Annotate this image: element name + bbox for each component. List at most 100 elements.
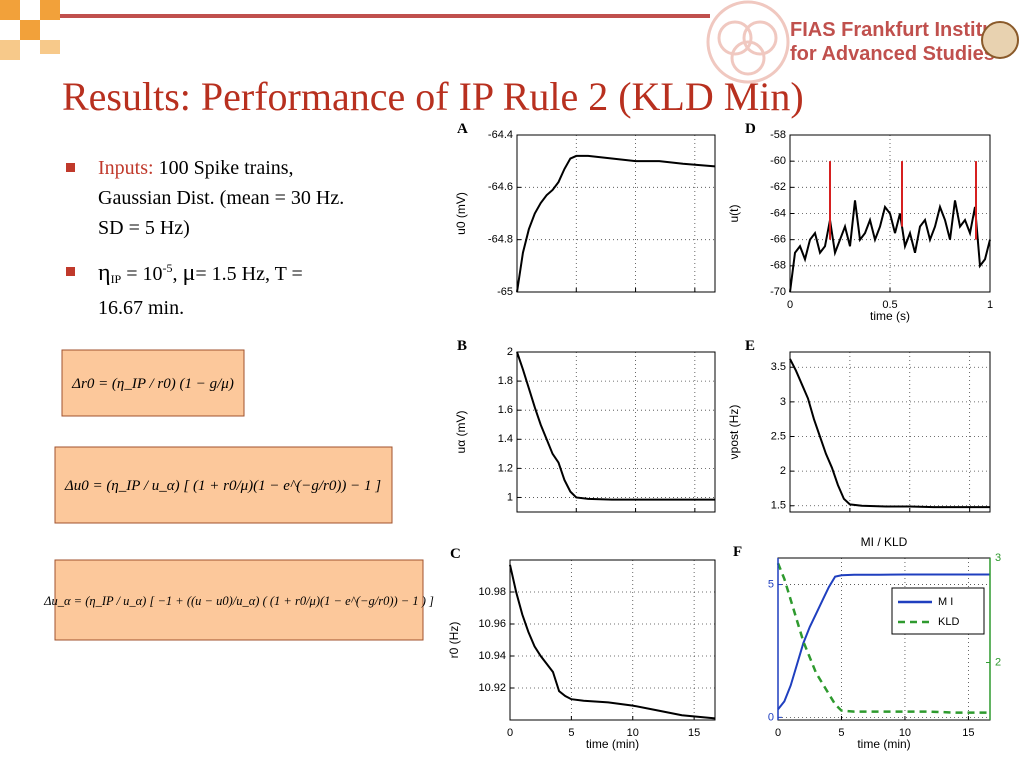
plot-area [517, 135, 715, 292]
x-tick-label: 0.5 [882, 299, 897, 311]
y-axis-label: νpost (Hz) [727, 405, 741, 460]
axes-frame [516, 134, 716, 293]
legend-label: M I [938, 596, 953, 608]
x-tick-label: 0 [787, 299, 793, 311]
logo-text: for Advanced Studies [790, 43, 995, 65]
x-tick-label: 5 [838, 727, 844, 739]
legend-box [891, 587, 985, 635]
x-axis-label: time (s) [870, 309, 910, 323]
series-line [516, 154, 716, 293]
y-tick-label: -58 [770, 129, 786, 141]
bullet-marker [66, 267, 75, 276]
y-axis-label: u(t) [727, 204, 741, 222]
bullet-lead: Inputs: [98, 157, 154, 179]
series-line [516, 351, 715, 501]
y-tick-label: -64 [770, 207, 786, 219]
series-line [829, 161, 977, 240]
bullet-line: 16.67 min. [98, 297, 184, 319]
text: = 10 [121, 263, 162, 285]
superscript: -5 [163, 261, 173, 275]
x-tick-label: 15 [962, 727, 974, 739]
bullet-text: ηIP = 10-5, μ= 1.5 Hz, T = [98, 260, 303, 286]
y-tick-label: 1.4 [498, 433, 513, 445]
text: , [173, 263, 183, 285]
y-tick-label: -64.6 [488, 181, 513, 193]
y-tick-label: -66 [770, 234, 786, 246]
y-tick-label: -65 [497, 286, 513, 298]
panel-label: C [450, 546, 461, 562]
equation-box [54, 559, 424, 641]
y2-tick-label: 3 [995, 552, 1001, 564]
chart-title: MI / KLD [861, 535, 908, 549]
panel-label: E [745, 338, 755, 354]
bullet-marker [66, 163, 75, 172]
y-tick-label: 1 [507, 491, 513, 503]
y-tick-label: 1.5 [771, 500, 786, 512]
equation-box [61, 349, 245, 417]
axes-frame [516, 351, 716, 513]
y-axis-label: r0 (Hz) [447, 622, 461, 659]
series-line [776, 562, 990, 714]
x-tick-label: 15 [688, 727, 700, 739]
y-tick-label: 10.94 [478, 650, 506, 662]
x-axis-label: time (min) [857, 737, 910, 751]
y-tick-label: 1.6 [498, 404, 513, 416]
panel-label: F [733, 544, 742, 560]
y-tick-label: 5 [768, 578, 774, 590]
y-axis-label: uα (mV) [454, 411, 468, 454]
y-tick-label: -70 [770, 286, 786, 298]
series-line [789, 200, 991, 293]
logo-text: FIAS Frankfurt Institute [790, 19, 1012, 41]
y-tick-label: 10.92 [478, 682, 506, 694]
decoration [0, 0, 710, 60]
y-tick-label: 2.5 [771, 430, 786, 442]
y-tick-label: -64.8 [488, 234, 513, 246]
plot-area [778, 558, 990, 720]
y-tick-label: 10.96 [478, 618, 506, 630]
x-tick-label: 10 [899, 727, 911, 739]
symbol: μ [183, 260, 196, 286]
panel-label: A [457, 121, 468, 137]
text: = 1.5 Hz, T = [195, 263, 302, 285]
panel-label: B [457, 338, 467, 354]
y-tick-label: 0 [768, 711, 774, 723]
panel-label: D [745, 121, 756, 137]
symbol: η [98, 260, 111, 286]
series-line [777, 573, 990, 711]
equation: Δr0 = (η_IP / r0) (1 − g/μ) [71, 376, 234, 392]
plot-area [510, 560, 715, 720]
y-tick-label: 10.98 [478, 586, 506, 598]
y2-tick-label: 2 [995, 656, 1001, 668]
equation: Δu_α = (η_IP / u_α) [ −1 + ((u − u0)/u_α… [43, 594, 434, 608]
subscript: IP [111, 272, 122, 286]
x-axis-label: time (min) [586, 737, 639, 751]
bullet-line: Gaussian Dist. (mean = 30 Hz. [98, 187, 344, 209]
equation: Δu0 = (η_IP / u_α) [ (1 + r0/μ)(1 − e^(−… [64, 478, 381, 494]
y-tick-label: -68 [770, 260, 786, 272]
y-tick-label: 2 [780, 465, 786, 477]
y-tick-label: 1.2 [498, 462, 513, 474]
axes-frame [789, 134, 991, 293]
legend-label: KLD [938, 616, 959, 628]
x-tick-label: 1 [987, 299, 993, 311]
plot-area [517, 352, 715, 512]
plot-area [790, 352, 990, 512]
equation-box [54, 446, 393, 524]
axes-frame [509, 559, 716, 721]
y-tick-label: -64.4 [488, 129, 513, 141]
y-axis-label: u0 (mV) [454, 192, 468, 235]
bullet-text: Inputs: 100 Spike trains, [98, 157, 294, 179]
x-tick-label: 0 [775, 727, 781, 739]
y-tick-label: 3 [780, 396, 786, 408]
y-tick-label: 1.8 [498, 375, 513, 387]
bullet-line: 100 Spike trains, [159, 157, 294, 179]
x-tick-label: 5 [568, 727, 574, 739]
axes-frame [789, 351, 991, 513]
bullet-line: SD = 5 Hz) [98, 217, 190, 239]
y-tick-label: -60 [770, 155, 786, 167]
y-tick-label: -62 [770, 181, 786, 193]
series-line [789, 358, 990, 509]
y-tick-label: 2 [507, 346, 513, 358]
slide-title: Results: Performance of IP Rule 2 (KLD M… [62, 74, 804, 119]
series-line [509, 564, 716, 720]
